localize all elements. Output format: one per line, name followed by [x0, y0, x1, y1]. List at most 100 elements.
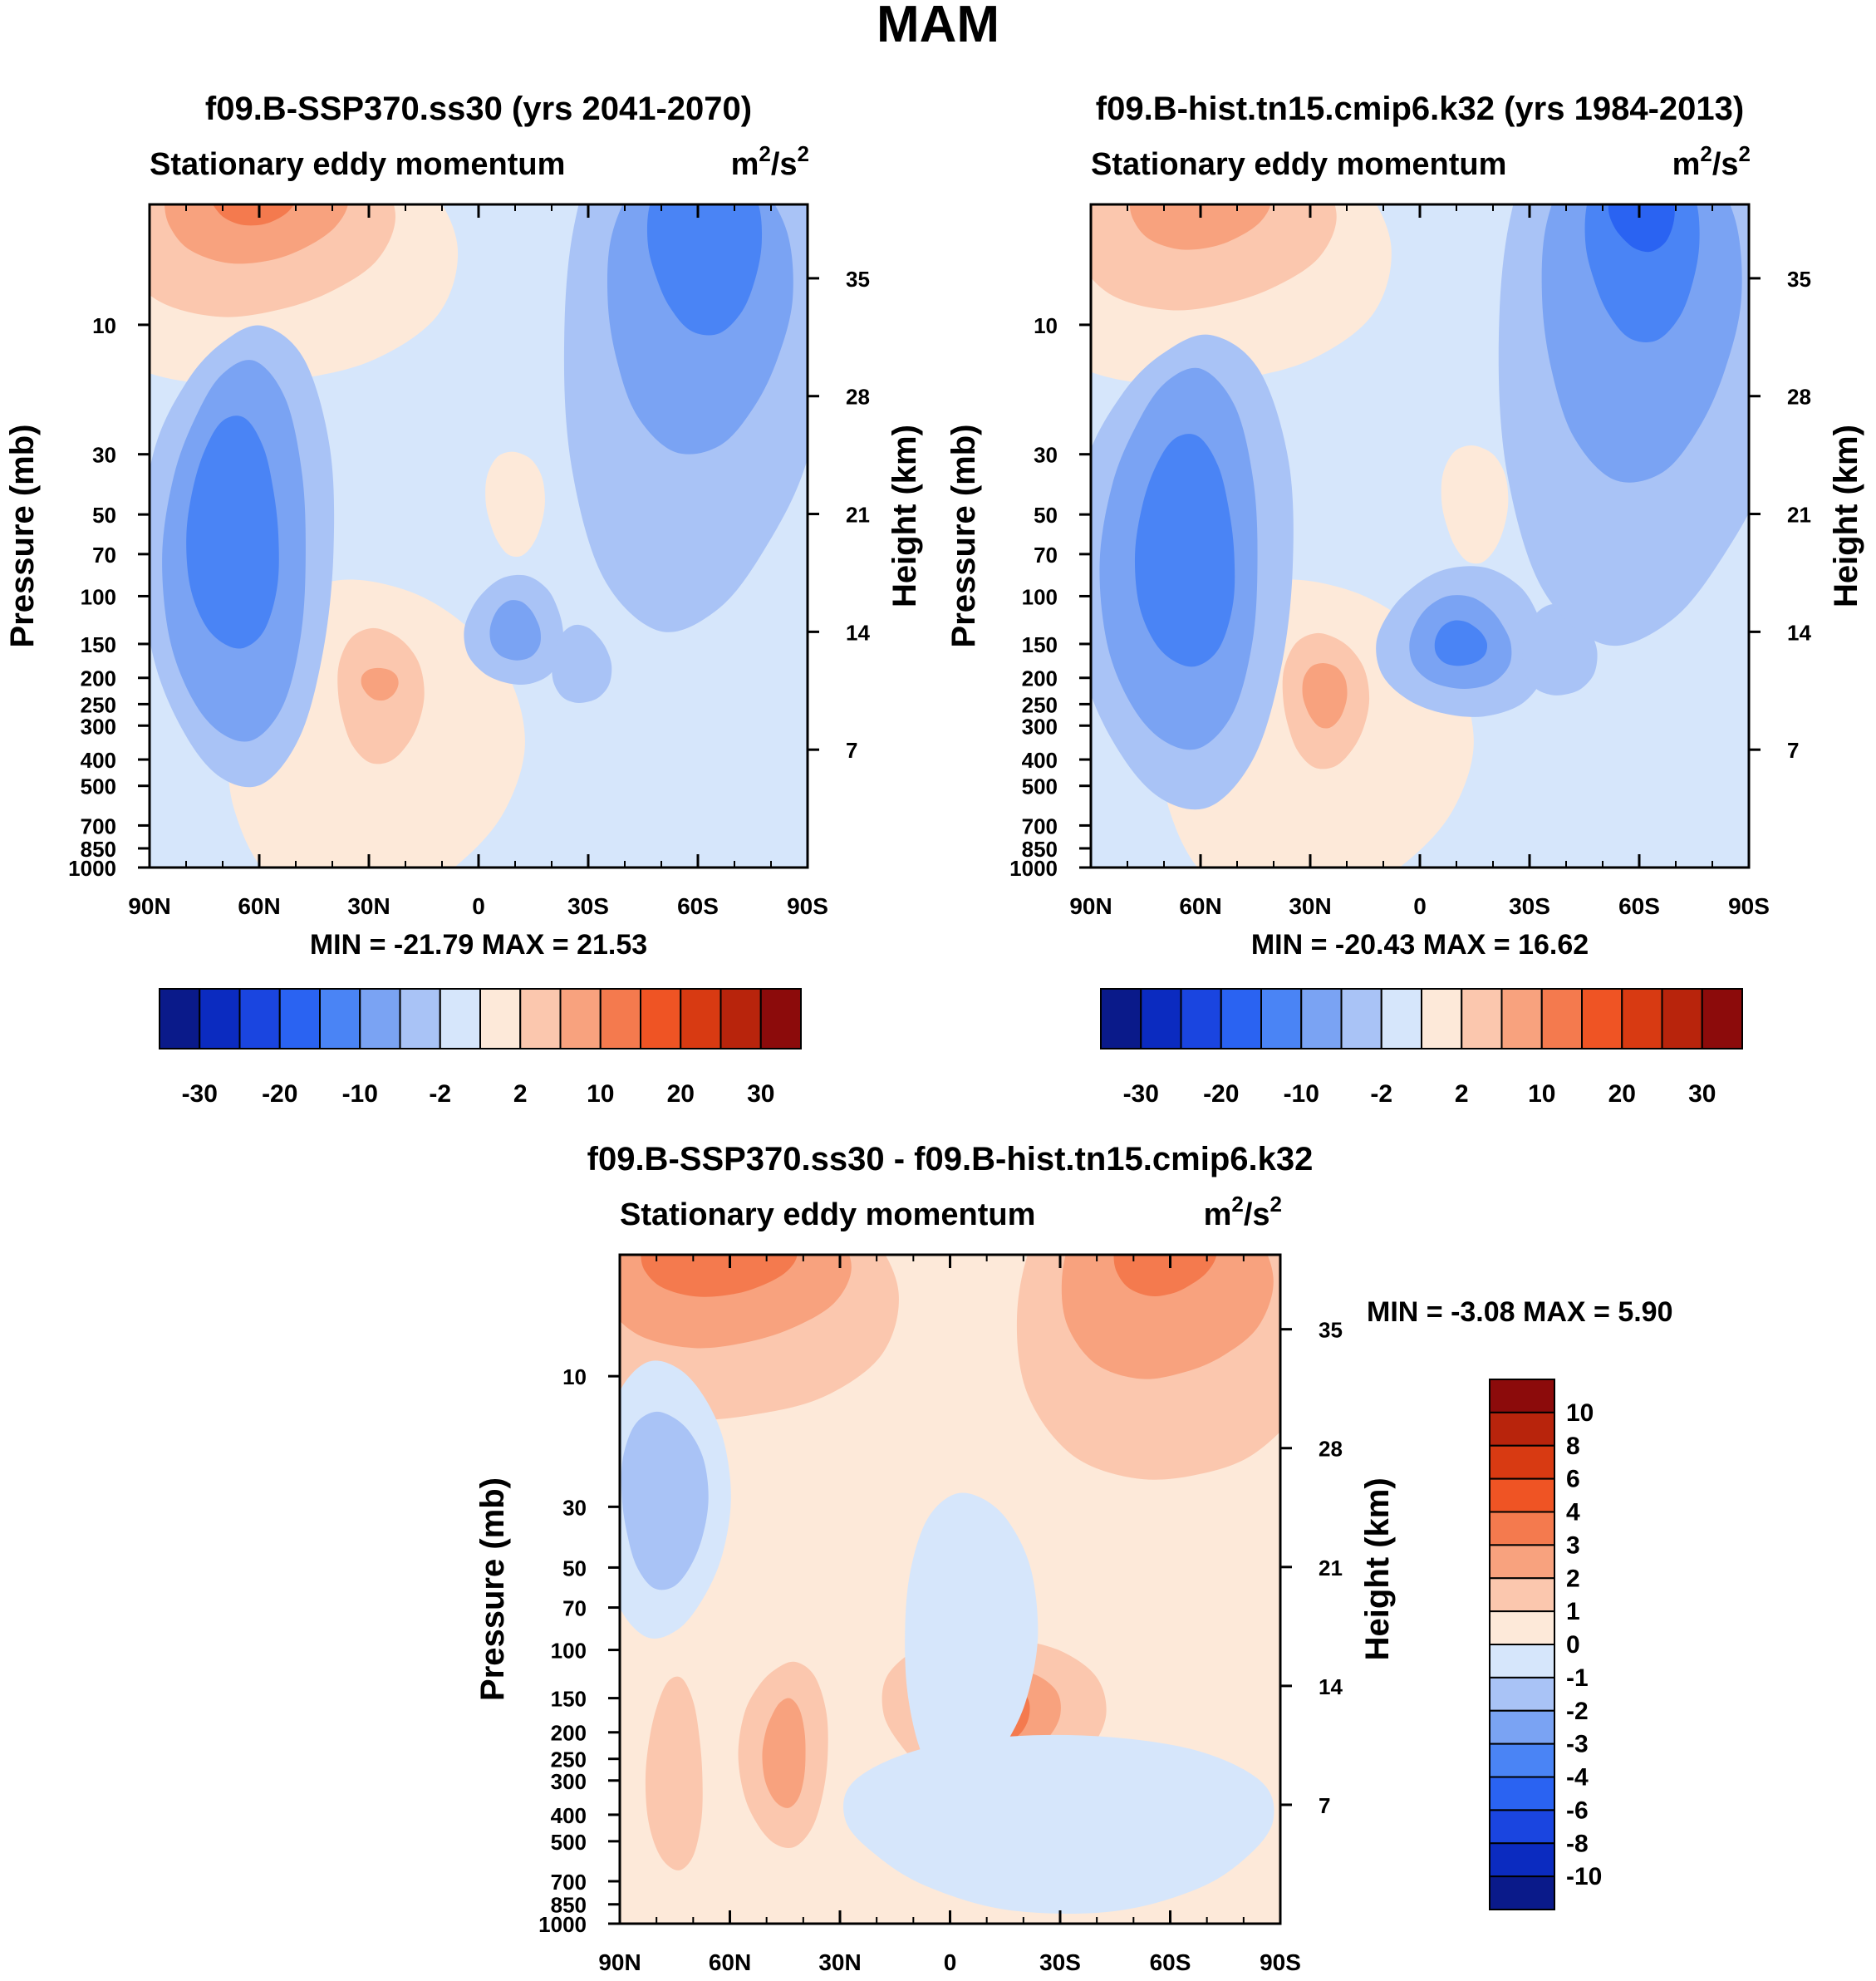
colorbar-label: 1: [1566, 1598, 1580, 1625]
x-tick-label: 30S: [1509, 893, 1550, 919]
colorbar-label: 0: [1566, 1631, 1580, 1659]
colorbar-box: [1300, 988, 1343, 1049]
panel-p1: f09.B-SSP370.ss30 (yrs 2041-2070) Station…: [4, 91, 923, 1108]
contour-region: [1584, 204, 1700, 342]
colorbar-box: [1489, 1842, 1555, 1878]
y-tick-label: 500: [1022, 774, 1058, 799]
y-tick-label: 250: [551, 1748, 587, 1772]
contour-region: [1302, 662, 1348, 729]
x-tick-label: 90N: [598, 1949, 641, 1975]
y2-tick-label: 14: [1787, 620, 1811, 645]
x-tick-label: 60S: [1150, 1949, 1191, 1975]
y-tick-label: 70: [1034, 543, 1058, 568]
colorbar-box: [680, 988, 722, 1049]
x-tick-label: 0: [472, 893, 485, 919]
y2-tick-label: 35: [1787, 267, 1811, 292]
y-tick-label: 100: [1022, 584, 1058, 609]
contour-region: [552, 624, 612, 704]
contour-region: [213, 204, 294, 226]
y2-tick-label: 14: [1319, 1674, 1343, 1699]
colorbar-box: [1489, 1444, 1555, 1480]
y-tick-label: 1000: [68, 856, 116, 881]
colorbar-box: [1489, 1477, 1555, 1513]
colorbar-label: 3: [1566, 1531, 1580, 1559]
contour-region: [1434, 620, 1488, 666]
y2-tick-label: 28: [1787, 385, 1811, 410]
x-tick-label: 60S: [1618, 893, 1660, 919]
y-tick-label: 300: [551, 1769, 587, 1794]
y2-tick-label: 7: [1319, 1793, 1330, 1818]
colorbar-label: -2: [429, 1080, 451, 1108]
y-tick-label: 400: [81, 748, 116, 773]
colorbar-box: [1489, 1644, 1555, 1679]
colorbar-label: 20: [667, 1080, 695, 1108]
contour-region: [621, 1411, 709, 1590]
y-tick-label: 100: [81, 584, 116, 609]
x-tick-label: 60N: [709, 1949, 751, 1975]
colorbar-box: [1489, 1577, 1555, 1613]
y2-tick-label: 7: [1787, 738, 1799, 763]
y2-tick-label: 28: [846, 385, 870, 410]
colorbar-box: [479, 988, 522, 1049]
colorbar-box: [1540, 988, 1583, 1049]
colorbar-label: 2: [513, 1080, 528, 1108]
page-title: MAM: [877, 0, 999, 53]
contour-region: [489, 600, 541, 661]
colorbar-label: -30: [1123, 1080, 1159, 1108]
colorbar-label: -1: [1566, 1664, 1589, 1692]
colorbar-box: [1489, 1511, 1555, 1546]
colorbar-box: [1220, 988, 1262, 1049]
left-string: Stationary eddy momentum: [1091, 147, 1506, 182]
panel-p2: f09.B-hist.tn15.cmip6.k32 (yrs 1984-2013…: [945, 91, 1864, 1108]
colorbar-label: 20: [1608, 1080, 1636, 1108]
colorbar-box: [238, 988, 281, 1049]
contour-region: [645, 1676, 703, 1870]
colorbar-box: [399, 988, 441, 1049]
y2-axis-title: Height (km): [1828, 425, 1864, 607]
colorbar-box: [599, 988, 641, 1049]
x-tick-label: 90N: [1069, 893, 1112, 919]
colorbar-box: [199, 988, 241, 1049]
x-tick-label: 0: [1413, 893, 1427, 919]
colorbar-label: -10: [1284, 1080, 1319, 1108]
min-max-label: MIN = -21.79 MAX = 21.53: [310, 929, 647, 961]
y-tick-label: 200: [551, 1721, 587, 1746]
contour-field: [150, 204, 808, 868]
contour-region: [843, 1734, 1274, 1914]
colorbar-label: 2: [1455, 1080, 1469, 1108]
colorbar-box: [1489, 1875, 1555, 1910]
y-tick-label: 500: [81, 774, 116, 799]
colorbar-box: [1489, 1379, 1555, 1413]
contour-region: [762, 1698, 806, 1808]
contour-region: [646, 204, 763, 336]
x-tick-label: 30N: [1289, 893, 1331, 919]
contour-region: [186, 415, 279, 649]
colorbar-box: [359, 988, 401, 1049]
y-tick-label: 850: [1022, 837, 1058, 862]
y-tick-label: 1000: [538, 1912, 587, 1937]
y-tick-label: 10: [92, 313, 116, 338]
colorbar-box: [278, 988, 321, 1049]
min-max-label: MIN = -20.43 MAX = 16.62: [1251, 929, 1589, 961]
colorbar-box: [439, 988, 481, 1049]
colorbar-box: [1489, 1676, 1555, 1712]
contour-field: [620, 1255, 1280, 1924]
y2-tick-label: 21: [1787, 503, 1811, 528]
left-string: Stationary eddy momentum: [150, 147, 565, 182]
y-tick-label: 150: [551, 1687, 587, 1712]
colorbar-box: [1489, 1544, 1555, 1580]
colorbar-label: 10: [1566, 1399, 1594, 1427]
y-tick-label: 150: [1022, 632, 1058, 657]
colorbar-label: -6: [1566, 1797, 1589, 1824]
colorbar-label: 8: [1566, 1433, 1580, 1460]
colorbar-box: [640, 988, 682, 1049]
y-tick-label: 250: [1022, 692, 1058, 717]
colorbar-label: 30: [1688, 1080, 1716, 1108]
y2-tick-label: 35: [846, 267, 870, 292]
colorbar-box: [1180, 988, 1222, 1049]
colorbar-box: [1421, 988, 1463, 1049]
panel-p3: f09.B-SSP370.ss30 - f09.B-hist.tn15.cmip…: [474, 1141, 1673, 1975]
contour-region: [164, 204, 348, 264]
colorbar-box: [159, 988, 201, 1049]
colorbar-label: 6: [1566, 1466, 1580, 1493]
